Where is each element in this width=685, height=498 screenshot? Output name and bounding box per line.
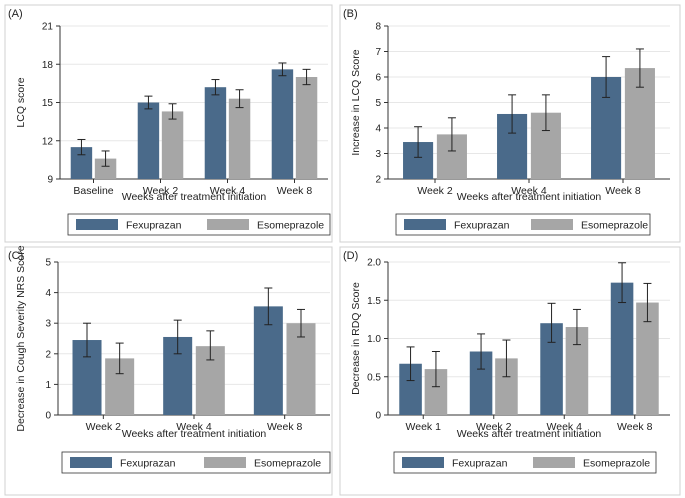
- legend-box: [61, 451, 331, 474]
- y-tick-label: 4: [375, 124, 381, 135]
- y-tick-label: 0.5: [367, 372, 381, 383]
- bar-series2: [94, 158, 117, 179]
- y-tick-label: 5: [45, 258, 51, 269]
- legend-swatch-series1: [70, 457, 112, 468]
- x-tick-label: Week 2: [143, 185, 179, 197]
- legend-swatch-series1: [76, 219, 118, 230]
- x-tick-label: Baseline: [73, 185, 113, 197]
- x-tick-label: Week 4: [547, 421, 583, 433]
- legend-label: Fexuprazan: [120, 458, 176, 470]
- x-tick-label: Week 8: [605, 185, 641, 197]
- y-axis-title: Increase in LCQ Score: [350, 49, 362, 155]
- y-axis-title: Decrease in Cough Severity NRS Score: [15, 245, 27, 431]
- bar-series1: [610, 282, 634, 415]
- bar-series2: [495, 358, 518, 415]
- y-tick-label: 2: [45, 349, 51, 360]
- bar-series2: [636, 302, 659, 415]
- legend-label: Fexuprazan: [452, 458, 508, 470]
- legend-swatch-series1: [404, 219, 446, 230]
- x-tick-label: Week 8: [617, 421, 653, 433]
- bar-series1: [137, 102, 160, 179]
- y-tick-label: 2.0: [367, 258, 381, 269]
- y-tick-label: 7: [375, 47, 381, 58]
- y-tick-label: 6: [375, 73, 381, 84]
- legend-box: [67, 213, 331, 236]
- x-tick-label: Week 2: [476, 421, 512, 433]
- bar-series2: [286, 323, 316, 415]
- y-tick-label: 2: [375, 175, 381, 186]
- legend-swatch-series1: [402, 457, 444, 468]
- x-axis-title: Weeks after treatment initiation: [457, 428, 602, 440]
- y-tick-label: 0: [375, 411, 381, 422]
- legend-label: Esomeprazole: [254, 458, 321, 470]
- bar-series1: [70, 147, 93, 179]
- y-tick-label: 4: [45, 288, 51, 299]
- legend-label: Esomeprazole: [583, 458, 650, 470]
- y-tick-label: 0: [45, 411, 51, 422]
- y-tick-label: 9: [47, 175, 53, 186]
- y-tick-label: 5: [375, 98, 381, 109]
- x-tick-label: Week 2: [86, 421, 122, 433]
- x-tick-label: Week 4: [511, 185, 547, 197]
- x-tick-label: Week 8: [277, 185, 313, 197]
- chart-panel-4: (D) 0 0.5 1.0 1.5 2.0 Week 1 Week 2 Week 4 Week 8…: [339, 246, 681, 496]
- y-tick-label: 3: [375, 149, 381, 160]
- x-axis-title: Weeks after treatment initiation: [122, 428, 267, 440]
- bar-series2: [424, 369, 448, 415]
- x-tick-label: Week 2: [417, 185, 453, 197]
- x-tick-label: Week 4: [176, 421, 212, 433]
- bar-series2: [295, 77, 318, 179]
- x-tick-label: Week 4: [210, 185, 246, 197]
- chart-panel-1: (A) 9 12 15 18 21 Baseline Week 2 Week 4 Week 8 We…: [4, 4, 333, 243]
- y-tick-label: 15: [42, 98, 54, 109]
- bar-series1: [271, 69, 294, 179]
- y-tick-label: 1: [45, 380, 51, 391]
- panel-label: (A): [8, 8, 23, 20]
- legend-box: [393, 451, 657, 474]
- y-axis-title: Decrease in RDQ Score: [350, 282, 362, 395]
- legend-swatch-series2: [533, 457, 575, 468]
- panel-label: (B): [343, 8, 358, 20]
- y-tick-label: 21: [42, 22, 54, 33]
- legend-label: Esomeprazole: [581, 220, 648, 232]
- y-tick-label: 8: [375, 22, 381, 33]
- x-tick-label: Week 1: [406, 421, 442, 433]
- legend-label: Fexuprazan: [454, 220, 510, 232]
- legend-swatch-series2: [204, 457, 246, 468]
- bar-series2: [228, 98, 251, 179]
- bar-series2: [161, 111, 184, 179]
- y-tick-label: 12: [42, 136, 54, 147]
- x-axis-title: Weeks after treatment initiation: [122, 191, 267, 203]
- legend-box: [395, 213, 651, 236]
- bar-series2: [565, 327, 589, 415]
- legend-swatch-series2: [531, 219, 573, 230]
- panel-label: (C): [8, 250, 23, 262]
- bar-series1: [540, 323, 563, 415]
- y-tick-label: 1.5: [367, 296, 381, 307]
- legend-swatch-series2: [207, 219, 249, 230]
- y-tick-label: 3: [45, 319, 51, 330]
- legend-label: Fexuprazan: [126, 220, 182, 232]
- y-tick-label: 18: [42, 60, 54, 71]
- y-axis-title: LCQ score: [15, 77, 27, 127]
- legend-label: Esomeprazole: [257, 220, 324, 232]
- panel-label: (D): [343, 250, 358, 262]
- bar-series1: [399, 363, 422, 415]
- bar-series1: [204, 87, 227, 179]
- y-tick-label: 1.0: [367, 334, 381, 345]
- x-axis-title: Weeks after treatment initiation: [457, 191, 602, 203]
- x-tick-label: Week 8: [267, 421, 303, 433]
- bar-series1: [469, 351, 493, 415]
